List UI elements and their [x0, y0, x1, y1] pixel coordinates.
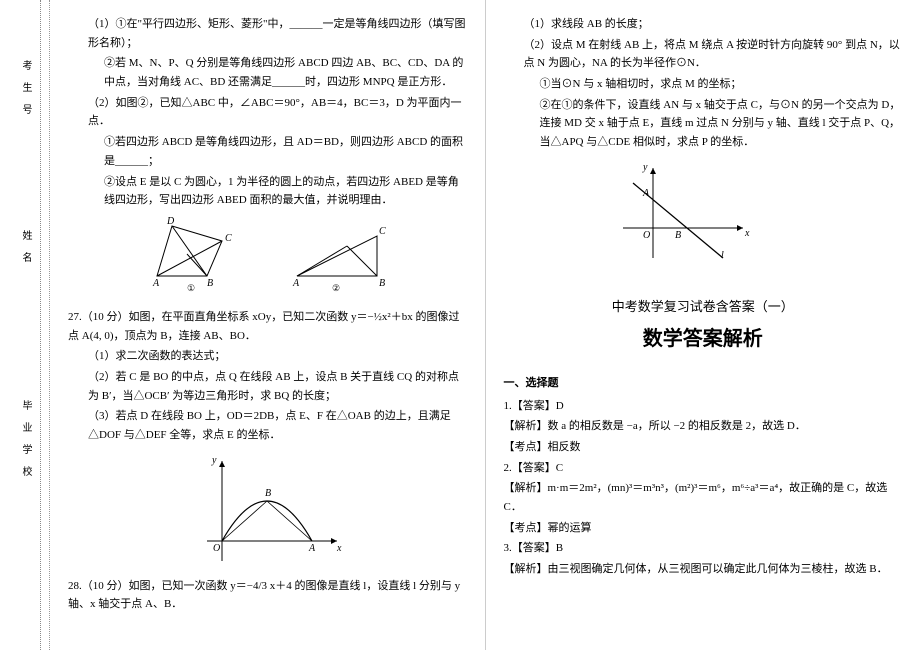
svg-text:D: D [166, 216, 175, 227]
q28-1: （1）求线段 AB 的长度； [504, 15, 903, 34]
figure-q27: O A B x y [68, 451, 467, 571]
figure-q26: A B C D ① A B C ② [68, 216, 467, 296]
svg-text:A: A [642, 188, 650, 199]
svg-text:A: A [152, 278, 160, 289]
q26-1-2: ②若 M、N、P、Q 分别是等角线四边形 ABCD 四边 AB、BC、CD、DA… [68, 54, 467, 91]
a3-answer: 3.【答案】B [504, 539, 903, 558]
answer-title-1: 中考数学复习试卷含答案（一） [504, 296, 903, 318]
svg-text:B: B [265, 488, 271, 499]
svg-text:O: O [643, 230, 650, 241]
dotted-line [40, 0, 41, 650]
svg-text:x: x [336, 543, 342, 554]
q27-3: （3）若点 D 在线段 BO 上，OD＝2DB，点 E、F 在△OAB 的边上，… [68, 407, 467, 444]
label-candidate-id: 考生号 [18, 60, 33, 126]
a2-answer: 2.【答案】C [504, 459, 903, 478]
figure-q28: O B A x y l [504, 158, 903, 268]
svg-text:B: B [207, 278, 213, 289]
q26-1-1: （1）①在"平行四边形、矩形、菱形"中，______一定是等角线四边形（填写图形… [68, 15, 467, 52]
a2-explain: 【解析】m·m＝2m²，(mn)³＝m³n³，(m²)³＝m⁶，m⁶÷a³＝a⁴… [504, 479, 903, 516]
a2-point: 【考点】幂的运算 [504, 519, 903, 538]
q28-2: （2）设点 M 在射线 AB 上，将点 M 绕点 A 按逆时针方向旋转 90° … [504, 36, 903, 73]
svg-text:x: x [744, 228, 750, 239]
q26-2-2: ②设点 E 是以 C 为圆心，1 为半径的圆上的动点，若四边形 ABED 是等角… [68, 173, 467, 210]
svg-text:y: y [642, 162, 648, 173]
svg-text:B: B [675, 230, 681, 241]
q26-2: （2）如图②，已知△ABC 中，∠ABC＝90°，AB＝4，BC＝3，D 为平面… [68, 94, 467, 131]
svg-text:C: C [225, 233, 232, 244]
svg-text:①: ① [187, 283, 195, 293]
a1-answer: 1.【答案】D [504, 397, 903, 416]
section-choice: 一、选择题 [504, 374, 903, 393]
q27-head: 27.（10 分）如图，在平面直角坐标系 xOy，已知二次函数 y＝−½x²＋b… [68, 308, 467, 345]
q28-head: 28.（10 分）如图，已知一次函数 y＝−4/3 x＋4 的图像是直线 l，设… [68, 577, 467, 614]
svg-text:C: C [379, 226, 386, 237]
svg-text:y: y [211, 455, 217, 466]
a1-point: 【考点】相反数 [504, 438, 903, 457]
answer-title-2: 数学答案解析 [504, 322, 903, 356]
q28-2-2: ②在①的条件下，设直线 AN 与 x 轴交于点 C，与⊙N 的另一个交点为 D，… [504, 96, 903, 152]
a3-explain: 【解析】由三视图确定几何体，从三视图可以确定此几何体为三棱柱，故选 B． [504, 560, 903, 579]
svg-text:A: A [292, 278, 300, 289]
svg-text:l: l [721, 250, 724, 261]
left-column: （1）①在"平行四边形、矩形、菱形"中，______一定是等角线四边形（填写图形… [50, 0, 486, 650]
answer-title-block: 中考数学复习试卷含答案（一） 数学答案解析 [504, 296, 903, 356]
label-name: 姓名 [18, 230, 33, 274]
q26-2-1: ①若四边形 ABCD 是等角线四边形，且 AD＝BD，则四边形 ABCD 的面积… [68, 133, 467, 170]
svg-text:O: O [213, 543, 220, 554]
q27-1: （1）求二次函数的表达式； [68, 347, 467, 366]
q28-2-1: ①当⊙N 与 x 轴相切时，求点 M 的坐标； [504, 75, 903, 94]
svg-text:②: ② [332, 283, 340, 293]
right-column: （1）求线段 AB 的长度； （2）设点 M 在射线 AB 上，将点 M 绕点 … [486, 0, 920, 650]
a1-explain: 【解析】数 a 的相反数是 −a，所以 −2 的相反数是 2，故选 D． [504, 417, 903, 436]
label-school: 毕业学校 [18, 400, 33, 488]
svg-text:B: B [379, 278, 385, 289]
q27-2: （2）若 C 是 BO 的中点，点 Q 在线段 AB 上，设点 B 关于直线 C… [68, 368, 467, 405]
binding-strip: 考生号 姓名 毕业学校 [0, 0, 50, 650]
svg-text:A: A [308, 543, 316, 554]
